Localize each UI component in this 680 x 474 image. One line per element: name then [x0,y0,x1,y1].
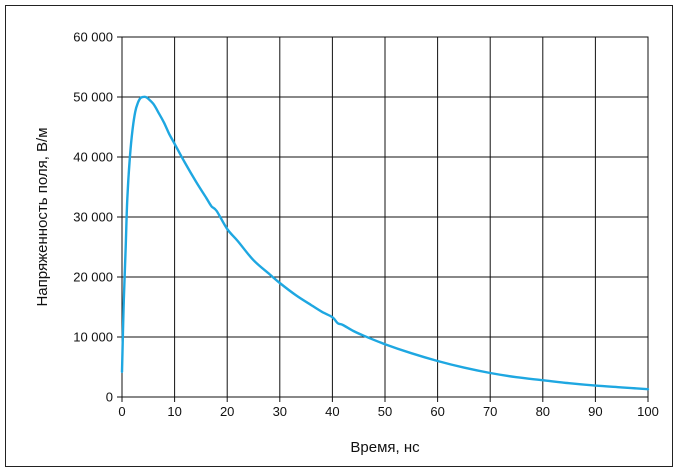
x-tick-label: 40 [325,404,339,419]
tick-labels: 0 10 20 30 40 50 60 70 80 90 100 0 10 000 20 000 30 00… [73,30,659,420]
tick-marks [117,36,649,402]
x-tick-label: 60 [430,404,444,419]
x-tick-label: 0 [118,404,125,419]
x-axis-title: Время, нс [350,439,420,456]
series-line [120,95,650,391]
x-tick-label: 10 [167,404,181,419]
x-tick-label: 80 [536,404,550,419]
y-tick-label: 10 000 [73,330,113,345]
y-tick-label: 40 000 [73,150,113,165]
chart-frame [5,5,673,467]
y-tick-label: 20 000 [73,270,113,285]
y-axis-title: Напряженность поля, В/м [34,127,51,306]
y-tick-label: 0 [106,390,113,405]
x-tick-label: 30 [273,404,287,419]
x-tick-label: 20 [220,404,234,419]
y-tick-label: 50 000 [73,90,113,105]
x-tick-label: 90 [588,404,602,419]
x-tick-label: 50 [378,404,392,419]
y-tick-label: 60 000 [73,30,113,45]
x-tick-label: 70 [483,404,497,419]
x-tick-label: 100 [637,404,659,419]
y-tick-label: 30 000 [73,210,113,225]
